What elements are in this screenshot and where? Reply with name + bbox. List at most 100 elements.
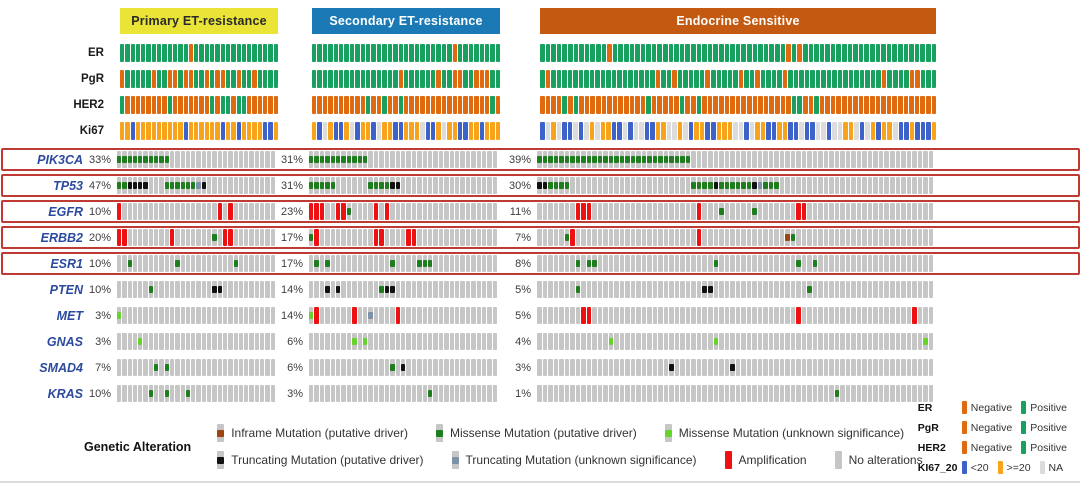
- sample-cell: [233, 307, 238, 324]
- sample-cell: [829, 177, 834, 194]
- sample-cell: [127, 359, 132, 376]
- sample-cell: [851, 203, 856, 220]
- sample-cell: [422, 177, 427, 194]
- sample-cell: [707, 385, 713, 402]
- sample-cell: [917, 385, 923, 402]
- sample-cell: [590, 44, 595, 62]
- sample-cell: [581, 151, 586, 168]
- sample-cell: [207, 203, 212, 220]
- sample-cell: [818, 177, 823, 194]
- cohort-header-secondary: Secondary ET-resistance: [312, 8, 500, 34]
- sample-cell: [625, 177, 630, 194]
- sample-cell: [444, 177, 449, 194]
- sample-cell: [614, 333, 619, 350]
- sample-cell: [867, 385, 873, 402]
- sample-cell: [586, 307, 592, 324]
- mutation-mark: [713, 182, 719, 189]
- mutation-mark: [427, 260, 433, 267]
- sample-cell: [409, 70, 414, 88]
- gene-strip-secondary: [309, 307, 498, 324]
- sample-cell: [273, 122, 278, 140]
- sample-cell: [151, 44, 157, 62]
- sample-cell: [790, 229, 796, 246]
- sample-cell: [797, 96, 802, 114]
- sample-cell: [122, 281, 127, 298]
- sample-cell: [923, 307, 928, 324]
- sample-cell: [674, 151, 680, 168]
- sample-cell: [540, 122, 545, 140]
- sample-cell: [785, 359, 790, 376]
- sample-cell: [890, 281, 895, 298]
- legend-item: Missense Mutation (unknown significance): [664, 424, 904, 442]
- mutation-mark: [175, 182, 180, 189]
- mutation-mark: [752, 208, 757, 215]
- sample-cell: [270, 151, 275, 168]
- sample-cell: [752, 44, 758, 62]
- sample-cell: [630, 203, 636, 220]
- sample-cell: [270, 385, 275, 402]
- sample-cell: [191, 151, 196, 168]
- sample-cell: [840, 177, 845, 194]
- legend-item: No alterations: [834, 451, 923, 469]
- sample-cell: [646, 44, 651, 62]
- mutation-mark: [537, 156, 542, 163]
- sample-cell: [623, 44, 629, 62]
- sample-cell: [452, 44, 457, 62]
- sample-cell: [931, 122, 937, 140]
- sample-cell: [373, 203, 379, 220]
- gene-strip-secondary: [309, 255, 498, 272]
- sample-cell: [559, 203, 564, 220]
- sample-cell: [254, 333, 260, 350]
- gene-pct-primary: 3%: [95, 309, 111, 322]
- gene-row-tp53: TP53 47% 31% 30%: [1, 174, 1080, 197]
- sample-cell: [823, 359, 829, 376]
- sample-cell: [644, 122, 650, 140]
- mutation-mark: [217, 286, 222, 293]
- sample-cell: [341, 229, 346, 246]
- sample-cell: [685, 359, 691, 376]
- sample-cell: [719, 359, 724, 376]
- sample-cell: [265, 229, 270, 246]
- sample-cell: [417, 229, 422, 246]
- sample-cell: [159, 281, 164, 298]
- sample-cell: [807, 203, 812, 220]
- sample-cell: [707, 203, 713, 220]
- sample-cell: [457, 44, 463, 62]
- sample-cell: [201, 203, 207, 220]
- sample-cell: [647, 281, 652, 298]
- side-legend-item: >=20: [997, 461, 1031, 474]
- sample-cell: [895, 203, 901, 220]
- gene-name: ERBB2: [40, 230, 83, 245]
- sample-cell: [829, 203, 834, 220]
- sample-cell: [710, 70, 716, 88]
- sample-cell: [328, 70, 333, 88]
- sample-cell: [735, 203, 741, 220]
- sample-cell: [862, 281, 867, 298]
- sample-cell: [379, 359, 384, 376]
- sample-cell: [796, 281, 801, 298]
- sample-cell: [204, 122, 210, 140]
- sample-cell: [818, 333, 823, 350]
- sample-cell: [730, 229, 735, 246]
- sample-cell: [384, 333, 390, 350]
- sample-cell: [650, 122, 655, 140]
- sample-cell: [309, 385, 314, 402]
- sample-cell: [904, 122, 909, 140]
- sample-cell: [909, 70, 915, 88]
- sample-cell: [763, 333, 768, 350]
- sample-cell: [148, 281, 154, 298]
- sample-cell: [339, 70, 344, 88]
- sample-cell: [422, 151, 427, 168]
- sample-cell: [409, 96, 414, 114]
- sample-cell: [390, 333, 395, 350]
- sample-cell: [862, 359, 867, 376]
- sample-cell: [217, 151, 222, 168]
- sample-cell: [268, 44, 273, 62]
- sample-cell: [630, 151, 636, 168]
- sample-cell: [400, 385, 406, 402]
- sample-cell: [779, 255, 785, 272]
- sample-cell: [403, 96, 409, 114]
- sample-cell: [357, 281, 363, 298]
- sample-cell: [411, 151, 417, 168]
- sample-cell: [677, 70, 683, 88]
